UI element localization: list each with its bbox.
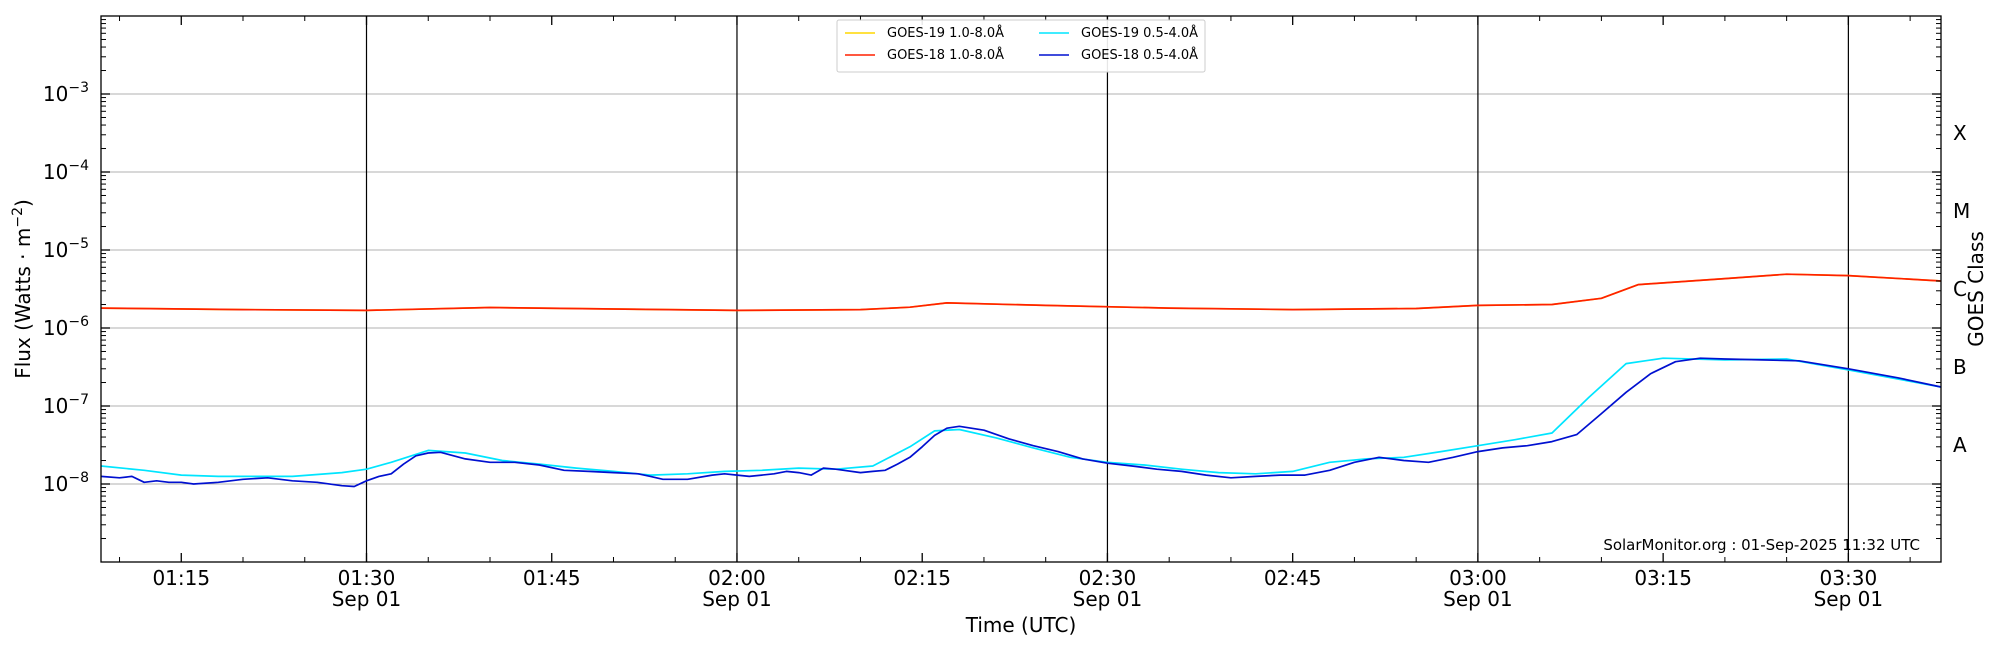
x-tick-date-label: Sep 01: [1073, 587, 1143, 611]
y-tick-label-base: 10: [43, 316, 68, 340]
y-axis-title: Flux (Watts · m−2): [10, 199, 35, 379]
x-tick-date-label: Sep 01: [332, 587, 402, 611]
y-tick-label: 10−4: [43, 158, 89, 184]
y-axis-title-main: Flux (Watts · m: [11, 228, 35, 379]
x-tick-label: 01:45: [523, 566, 581, 590]
legend-box: [836, 19, 1206, 73]
grid-layer: [101, 93, 1941, 485]
legend-label: GOES-19 1.0-8.0Å: [887, 25, 1004, 41]
plot-frame: [100, 15, 1942, 563]
x-tick-label: 02:15: [893, 566, 951, 590]
y-tick-label-exponent: −7: [68, 392, 89, 408]
goes-class-label: X: [1953, 121, 1967, 145]
x-tick-label: 03:30: [1820, 566, 1878, 590]
y-tick-label-exponent: −6: [68, 314, 89, 330]
y-tick-label-base: 10: [43, 238, 68, 262]
series-line: [100, 357, 1942, 488]
goes-class-axis-title: GOES Class: [1964, 231, 1988, 347]
legend: GOES-19 1.0-8.0Å GOES-18 1.0-8.0Å GOES-19 …: [836, 19, 1206, 73]
series-line: [100, 273, 1942, 312]
y-tick-label: 10−8: [43, 470, 89, 496]
x-tick-label: 02:45: [1264, 566, 1322, 590]
y-tick-label-exponent: −5: [68, 236, 89, 252]
goes-class-label: M: [1953, 199, 1970, 223]
legend-label: GOES-19 0.5-4.0Å: [1081, 25, 1198, 41]
y-tick-label-base: 10: [43, 394, 68, 418]
x-tick-label: 01:30: [338, 566, 396, 590]
goes-class-label: B: [1953, 355, 1967, 379]
y-tick-label-exponent: −8: [68, 470, 89, 486]
x-tick-date-label: Sep 01: [702, 587, 772, 611]
legend-label: GOES-18 1.0-8.0Å: [887, 47, 1004, 63]
y-tick-label: 10−7: [43, 392, 89, 418]
x-tick-date-label: Sep 01: [1443, 587, 1513, 611]
series-layer: [100, 273, 1942, 488]
x-tick-label: 01:15: [152, 566, 210, 590]
x-tick-label: 02:00: [708, 566, 766, 590]
y-tick-label-base: 10: [43, 472, 68, 496]
goes-class-label: A: [1953, 433, 1967, 457]
y-tick-label-exponent: −4: [68, 158, 89, 174]
y-axis-title-exponent: −2: [10, 207, 26, 228]
y-tick-label: 10−5: [43, 236, 89, 262]
y-tick-label: 10−6: [43, 314, 89, 340]
goes-class-label: C: [1953, 277, 1967, 301]
vertical-marker-lines: [365, 16, 1849, 562]
x-tick-date-label: Sep 01: [1814, 587, 1884, 611]
x-axis-title: Time (UTC): [965, 613, 1077, 637]
x-tick-label: 03:00: [1449, 566, 1507, 590]
y-tick-label-exponent: −3: [68, 80, 89, 96]
y-axis-title-close: ): [11, 199, 35, 207]
tick-layer: [101, 16, 1941, 562]
y-tick-label: 10−3: [43, 80, 89, 106]
y-tick-label-base: 10: [43, 82, 68, 106]
x-tick-label: 03:15: [1634, 566, 1692, 590]
y-tick-label-base: 10: [43, 160, 68, 184]
x-tick-label: 02:30: [1079, 566, 1137, 590]
footer-credit: SolarMonitor.org : 01-Sep-2025 11:32 UTC: [1603, 536, 1920, 554]
series-line: [100, 357, 1942, 478]
legend-label: GOES-18 0.5-4.0Å: [1081, 47, 1198, 63]
